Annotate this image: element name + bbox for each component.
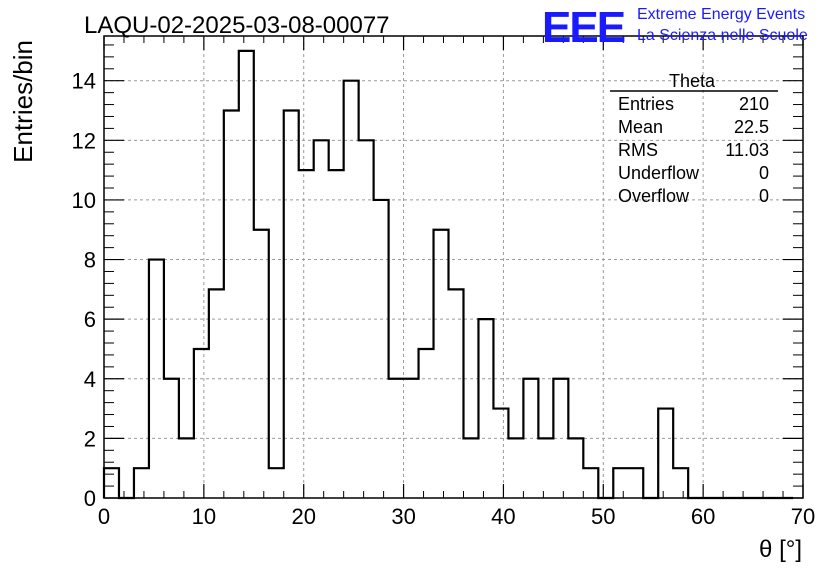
- stats-title: Theta: [669, 71, 716, 91]
- histogram-bin: [329, 170, 344, 498]
- tick-labels: 0 10 20 30 40 50 60 70 0 2 4 6 8 10 12 14: [72, 69, 816, 529]
- histogram-bin: [538, 438, 553, 498]
- histogram-bin: [508, 438, 523, 498]
- plot-frame: [103, 35, 804, 499]
- histogram-bin: [478, 319, 493, 498]
- histogram-bin: [449, 289, 464, 498]
- histogram-bin: [104, 468, 119, 498]
- x-tick-label: 30: [391, 504, 415, 529]
- y-axis-label: Entries/bin: [8, 40, 38, 163]
- x-tick-label: 60: [691, 504, 715, 529]
- histogram-bin: [239, 51, 254, 498]
- histogram-bin: [553, 379, 568, 498]
- stats-row-label: Entries: [618, 94, 674, 114]
- stats-row-value: 11.03: [725, 140, 769, 160]
- stats-row-label: RMS: [618, 140, 658, 160]
- stats-rows: Entries 210 Mean 22.5 RMS 11.03 Underflow 0 Over…: [618, 94, 769, 206]
- y-tick-label: 14: [72, 69, 96, 94]
- eee-logo: EEE: [542, 3, 625, 52]
- histogram-bin: [179, 438, 194, 498]
- y-tick-label: 4: [84, 367, 96, 392]
- histogram-bin: [613, 468, 628, 498]
- histogram-bin: [374, 200, 389, 498]
- stats-row-label: Underflow: [618, 163, 700, 183]
- histogram-bin: [583, 468, 598, 498]
- stats-box: Theta Entries 210 Mean 22.5 RMS 11.03 Underflo…: [610, 71, 778, 206]
- stats-row-label: Overflow: [618, 186, 690, 206]
- grid-lines: [104, 36, 803, 498]
- histogram-bin: [284, 111, 299, 498]
- histogram-bin: [134, 468, 149, 498]
- histogram-bin: [359, 140, 374, 498]
- y-tick-label: 6: [84, 307, 96, 332]
- histogram-bin: [434, 230, 449, 498]
- histogram-bin: [224, 111, 239, 498]
- stats-row-value: 0: [759, 163, 769, 183]
- histogram-bin: [194, 349, 209, 498]
- y-tick-label: 8: [84, 248, 96, 273]
- x-axis-label: θ [°]: [759, 536, 802, 563]
- histogram-bin: [628, 468, 643, 498]
- y-tick-label: 2: [84, 426, 96, 451]
- x-tick-label: 70: [791, 504, 815, 529]
- histogram-bin: [404, 379, 419, 498]
- y-tick-label: 10: [72, 188, 96, 213]
- stats-row-value: 210: [739, 94, 769, 114]
- x-tick-label: 0: [98, 504, 110, 529]
- x-tick-label: 50: [591, 504, 615, 529]
- x-tick-label: 10: [192, 504, 216, 529]
- histogram-outline: [102, 49, 794, 500]
- logo-line-2: La Scienza nelle Scuole: [637, 27, 808, 44]
- histogram-bin: [568, 438, 583, 498]
- histogram-bin: [658, 409, 673, 498]
- histogram-bin: [314, 140, 329, 498]
- histogram-bin: [673, 468, 688, 498]
- histogram-bin: [254, 230, 269, 498]
- histogram-bin: [299, 170, 314, 498]
- x-tick-label: 40: [491, 504, 515, 529]
- histogram-bin: [389, 379, 404, 498]
- y-tick-label: 12: [72, 128, 96, 153]
- histogram-bin: [523, 379, 538, 498]
- histogram-bin: [463, 438, 478, 498]
- logo-line-1: Extreme Energy Events: [637, 6, 805, 23]
- stats-row-label: Mean: [618, 117, 663, 137]
- stats-row-value: 22.5: [734, 117, 769, 137]
- histogram-bins: [102, 49, 794, 500]
- histogram-bin: [209, 289, 224, 498]
- histogram-bin: [269, 468, 284, 498]
- y-tick-label: 0: [84, 486, 96, 511]
- histogram-bin: [493, 409, 508, 498]
- chart-title: LAQU-02-2025-03-08-00077: [84, 12, 390, 39]
- histogram-bin: [419, 349, 434, 498]
- x-tick-label: 20: [291, 504, 315, 529]
- stats-row-value: 0: [759, 186, 769, 206]
- histogram-bin: [149, 260, 164, 498]
- histogram-bin: [164, 379, 179, 498]
- histogram-bin: [344, 81, 359, 498]
